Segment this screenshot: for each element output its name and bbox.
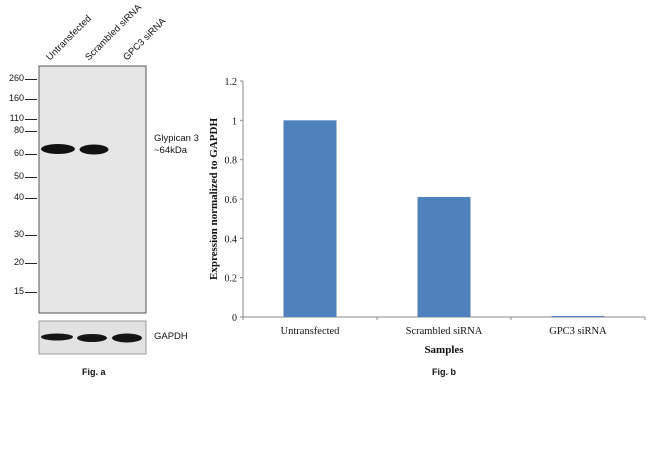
target-size: ~64kDa bbox=[154, 145, 188, 156]
marker-tick bbox=[25, 79, 37, 80]
marker-tick bbox=[25, 119, 37, 120]
fig-a-caption: Fig. a bbox=[82, 367, 106, 377]
marker-tick bbox=[25, 263, 37, 264]
y-tick-label: 1.2 bbox=[225, 77, 238, 88]
main-blot-panel bbox=[38, 65, 147, 314]
marker-tick bbox=[25, 99, 37, 100]
band-gapdh-gpc3 bbox=[112, 333, 142, 343]
marker-80: 80 bbox=[13, 125, 24, 135]
band-glypican3-untransfected bbox=[41, 144, 75, 154]
y-tick-label: 0 bbox=[232, 313, 237, 324]
marker-40: 40 bbox=[13, 192, 24, 202]
blot-image bbox=[38, 65, 147, 355]
marker-tick bbox=[25, 131, 37, 132]
marker-15: 15 bbox=[13, 286, 24, 296]
marker-tick bbox=[25, 177, 37, 178]
y-tick-label: 1 bbox=[232, 116, 237, 127]
fig-b-caption: Fig. b bbox=[432, 367, 456, 377]
x-tick-label: GPC3 siRNA bbox=[549, 326, 607, 337]
band-gapdh-scrambled bbox=[77, 334, 107, 342]
marker-tick bbox=[25, 235, 37, 236]
band-glypican3-scrambled bbox=[79, 144, 109, 155]
y-tick-label: 0.6 bbox=[225, 195, 238, 206]
marker-tick bbox=[25, 154, 37, 155]
y-tick-label: 0.8 bbox=[225, 156, 238, 167]
marker-tick bbox=[25, 292, 37, 293]
target-name: Glypican 3 bbox=[154, 133, 199, 144]
bar-untransfected bbox=[283, 120, 337, 317]
y-axis-label: Expression normalized to GAPDH bbox=[208, 118, 220, 280]
marker-260: 260 bbox=[8, 73, 24, 83]
marker-60: 60 bbox=[13, 148, 24, 158]
band-gapdh-untransfected bbox=[41, 333, 73, 341]
marker-tick bbox=[25, 198, 37, 199]
x-tick-label: Scrambled siRNA bbox=[406, 326, 483, 337]
marker-160: 160 bbox=[8, 93, 24, 103]
marker-50: 50 bbox=[13, 171, 24, 181]
marker-20: 20 bbox=[13, 257, 24, 267]
marker-110: 110 bbox=[9, 113, 24, 123]
target-label: Glypican 3 ~64kDa bbox=[154, 133, 199, 157]
y-tick-label: 0.4 bbox=[225, 234, 238, 245]
marker-30: 30 bbox=[13, 229, 24, 239]
y-tick-label: 0.2 bbox=[225, 274, 238, 285]
gapdh-label: GAPDH bbox=[154, 331, 188, 342]
bar-scrambled-sirna bbox=[417, 197, 471, 317]
x-tick-label: Untransfected bbox=[281, 326, 341, 337]
x-axis-label: Samples bbox=[424, 344, 464, 356]
bar-gpc3-sirna bbox=[551, 316, 605, 317]
